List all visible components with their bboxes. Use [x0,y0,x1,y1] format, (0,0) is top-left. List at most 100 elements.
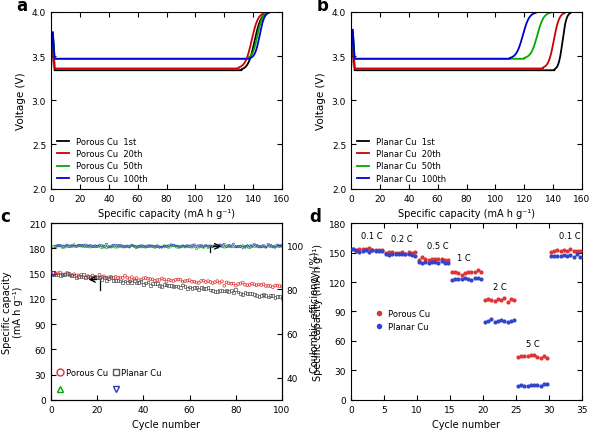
Point [192,243,202,250]
Point [194,286,203,293]
Legend: Porous Cu, Planar Cu: Porous Cu, Planar Cu [374,306,433,335]
Planar Cu  50th [533,35,541,40]
Point [131,275,141,282]
Point [261,292,271,299]
Point [526,352,536,359]
Planar Cu  100th [409,57,416,62]
Point [190,284,199,291]
Point [371,247,380,254]
Point [268,293,278,300]
Point [74,273,83,280]
Text: a: a [16,0,28,15]
Point [182,243,192,250]
Point [407,250,416,257]
Point [493,317,503,324]
Point [391,251,400,258]
Point [199,286,208,292]
Point [62,243,72,249]
Point [424,260,433,267]
Point [70,241,79,248]
Point [201,279,211,286]
X-axis label: Specific capacity (mA h g⁻¹): Specific capacity (mA h g⁻¹) [98,209,235,218]
Point [70,243,79,250]
Point [470,275,479,282]
Point [503,319,512,326]
Point [187,279,197,286]
Point [401,251,410,258]
Point [371,248,380,255]
Point [217,243,227,250]
Point [120,243,130,250]
Point [220,288,229,295]
Point [171,243,181,250]
Point [81,243,91,250]
Point [164,276,173,283]
Point [215,280,224,287]
Line: Planar Cu  20th: Planar Cu 20th [351,14,565,69]
Point [171,283,181,290]
Point [542,381,552,388]
Point [118,279,127,286]
Point [210,243,220,250]
Point [500,318,509,325]
Point [206,287,215,294]
Planar Cu  20th [556,18,563,23]
Planar Cu  20th [350,49,358,54]
Point [266,283,275,290]
Point [236,280,245,287]
Point [275,243,284,250]
Point [404,251,413,258]
Point [203,243,213,250]
Point [542,354,552,361]
Planar Cu  100th [523,22,530,27]
Porous Cu  20th [213,67,220,72]
Planar Cu  1st [567,11,574,16]
Porous Cu  20th [254,18,262,23]
Point [224,243,233,250]
Point [157,276,167,283]
Planar Cu  50th [547,11,554,16]
Point [109,278,118,285]
Porous Cu  100th [256,35,263,40]
Porous Cu  50th [220,57,227,62]
Point [476,276,486,283]
Point [496,297,506,304]
Point [109,275,118,282]
Point [152,280,162,287]
Porous Cu  1st [255,24,262,29]
Point [261,244,271,251]
Point [480,319,490,326]
Point [381,250,391,257]
Point [155,283,164,289]
Point [277,243,287,250]
Point [470,269,479,276]
Planar Cu  50th [415,57,422,62]
Point [131,244,141,251]
Porous Cu  20th [261,11,268,16]
Point [473,275,482,282]
Point [236,291,245,298]
Legend: Planar Cu  1st, Planar Cu  20th, Planar Cu  50th, Planar Cu  100th: Planar Cu 1st, Planar Cu 20th, Planar Cu… [355,136,448,185]
Porous Cu  50th [257,22,264,27]
Point [201,286,211,292]
Porous Cu  100th [124,57,131,62]
Point [101,244,111,251]
Point [490,319,499,326]
Porous Cu  1st [257,18,264,23]
Point [150,281,160,288]
Point [157,244,167,251]
Point [97,273,107,280]
Point [434,260,443,267]
Legend: Porous Cu  1st, Porous Cu  20th, Porous Cu  50th, Porous Cu  100th: Porous Cu 1st, Porous Cu 20th, Porous Cu… [55,136,149,185]
Point [139,244,148,251]
Text: c: c [0,208,10,226]
Point [259,243,268,250]
Point [104,274,113,281]
Point [79,274,88,281]
Point [575,254,585,261]
Point [62,270,72,276]
Point [127,274,137,281]
Point [199,244,208,251]
Point [217,243,227,249]
Point [118,275,127,282]
